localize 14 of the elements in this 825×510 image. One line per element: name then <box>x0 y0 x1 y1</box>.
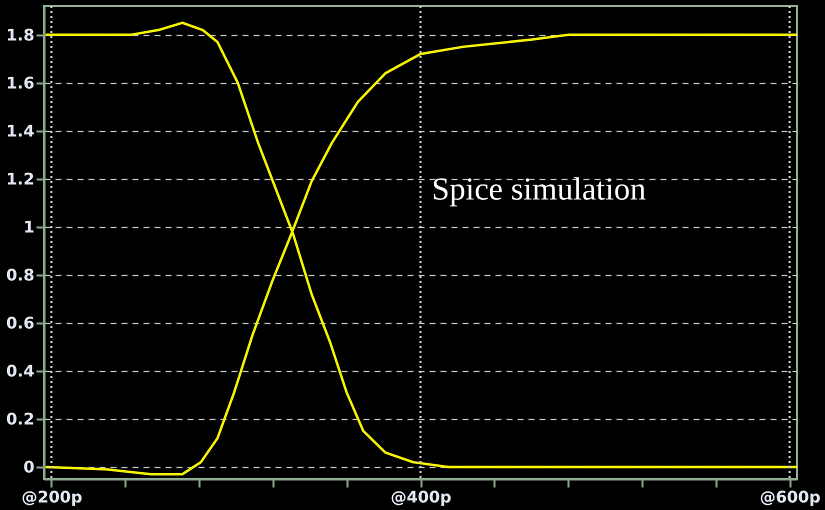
x-tick-label: @400p <box>390 488 452 506</box>
y-tick-label: 0.8 <box>6 265 34 284</box>
x-tick-label: @200p <box>21 488 82 506</box>
y-tick-label: 1.6 <box>6 73 34 92</box>
y-tick-label: 1.2 <box>6 169 34 188</box>
y-tick-label: 0 <box>23 457 34 476</box>
y-tick-label: 1 <box>23 217 34 236</box>
y-tick-label: 1.4 <box>6 121 34 140</box>
annotation: Spice simulation <box>432 170 646 207</box>
y-tick-label: 0.6 <box>6 313 34 332</box>
y-tick-label: 0.4 <box>6 361 34 380</box>
y-tick-label: 0.2 <box>6 409 34 428</box>
x-tick-label: @600p <box>760 488 821 506</box>
y-tick-label: 1.8 <box>6 25 34 44</box>
